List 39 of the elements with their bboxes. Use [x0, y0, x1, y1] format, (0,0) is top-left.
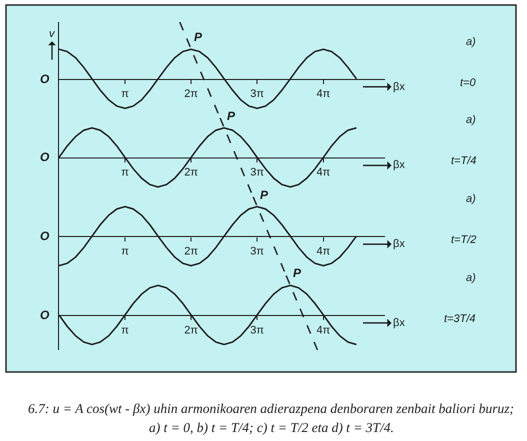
x-axis-title: βx: [393, 317, 406, 329]
y-axis-title: v: [49, 28, 56, 40]
x-tick-label: π: [121, 246, 130, 258]
text: t=3T/4: [444, 313, 476, 325]
text: a): [466, 272, 476, 284]
x-tick-label: π: [121, 88, 130, 100]
x-tick-label: 3π: [250, 88, 264, 100]
text: a) t = 0, b) t = T/4; c) t = T/2 eta d) t = 3T/4.: [149, 420, 394, 435]
text: t=T/4: [451, 155, 476, 167]
annotation: P: [260, 188, 269, 202]
x-axis-title: βx: [393, 81, 406, 93]
x-tick-label: π: [121, 166, 130, 179]
x-tick-label: 3π: [250, 246, 264, 258]
text: O: [40, 150, 50, 164]
x-axis-title: βx: [393, 159, 406, 171]
text: O: [40, 308, 50, 322]
annotation: P: [227, 109, 236, 123]
text: t=0: [460, 77, 476, 89]
text: O: [40, 229, 50, 243]
text: 6.7: u = A cos(wt - βx) uhin armonikoaren adierazpena denboraren zenbait baliori buruz;: [28, 401, 514, 416]
text: O: [40, 72, 50, 86]
x-tick-label: 4π: [316, 88, 331, 100]
x-tick-label: 4π: [316, 246, 331, 258]
x-axis-title: βx: [393, 238, 406, 250]
x-tick-label: 4π: [316, 324, 331, 336]
annotation: P: [293, 266, 302, 280]
x-tick-label: π: [121, 324, 130, 336]
x-tick-label: 2π: [184, 166, 198, 179]
x-tick-label: 2π: [184, 88, 198, 100]
text: a): [466, 114, 476, 126]
x-tick-label: 2π: [184, 324, 198, 336]
x-tick-label: 4π: [316, 166, 331, 179]
x-tick-label: 3π: [250, 166, 264, 179]
text: a): [466, 36, 476, 48]
x-tick-label: 3π: [250, 324, 264, 336]
x-tick-label: 2π: [184, 246, 198, 258]
annotation: P: [194, 30, 203, 44]
text: t=T/2: [451, 234, 476, 246]
text: a): [466, 193, 476, 205]
